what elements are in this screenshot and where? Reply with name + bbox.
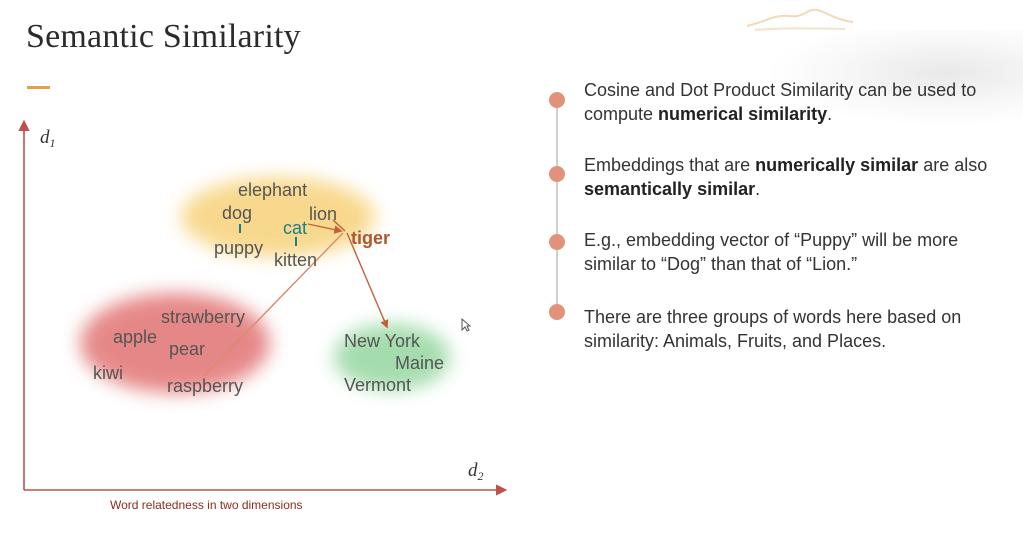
word-lion: lion: [309, 204, 337, 224]
bullet-dot-icon: [549, 166, 565, 182]
word-pear: pear: [169, 339, 205, 359]
bullet-text: Embeddings that are numerically similar …: [584, 155, 988, 199]
vector-tiger-newyork: [346, 232, 389, 329]
title-accent-bar: [27, 86, 50, 89]
word-embedding-diagram: d1 d2 elephant dog lion cat tiger puppy …: [18, 119, 508, 512]
word-raspberry: raspberry: [167, 376, 243, 396]
bullet-text: E.g., embedding vector of “Puppy” will b…: [584, 230, 959, 274]
bullet-timeline: [556, 98, 558, 312]
vector-raspberry-tiger: [203, 232, 344, 377]
word-elephant: elephant: [238, 180, 307, 200]
vector-lion-tiger: [332, 219, 346, 232]
bullet-text: Cosine and Dot Product Similarity can be…: [584, 80, 977, 124]
places-cluster: [334, 324, 450, 390]
word-apple: apple: [113, 327, 157, 347]
diagram-caption: Word relatedness in two dimensions: [110, 498, 303, 512]
word-maine: Maine: [395, 353, 444, 373]
word-tiger: tiger: [351, 228, 390, 248]
decorative-wave-icon: [746, 8, 854, 31]
y-axis-label: d1: [40, 127, 56, 150]
word-vermont: Vermont: [344, 375, 411, 395]
x-axis-label: d2: [468, 460, 484, 483]
bullet-text: There are three groups of words here bas…: [584, 307, 962, 351]
bullet-dot-icon: [549, 234, 565, 250]
word-kitten: kitten: [274, 250, 317, 270]
fruits-cluster: [80, 293, 270, 393]
word-kiwi: kiwi: [93, 363, 123, 383]
word-puppy: puppy: [214, 238, 263, 258]
animals-cluster: [181, 177, 375, 257]
mouse-cursor-icon: [461, 318, 471, 332]
bullet-dot-icon: [549, 304, 565, 320]
word-dog: dog: [222, 203, 252, 223]
decorative-texture: [770, 30, 1023, 125]
bullet-dot-icon: [549, 92, 565, 108]
bullet-list: Cosine and Dot Product Similarity can be…: [540, 74, 1010, 364]
word-cat: cat: [283, 218, 307, 238]
word-strawberry: strawberry: [161, 307, 245, 327]
word-new-york: New York: [344, 331, 421, 351]
slide-title: Semantic Similarity: [26, 18, 301, 55]
vector-cat-tiger: [307, 223, 343, 234]
